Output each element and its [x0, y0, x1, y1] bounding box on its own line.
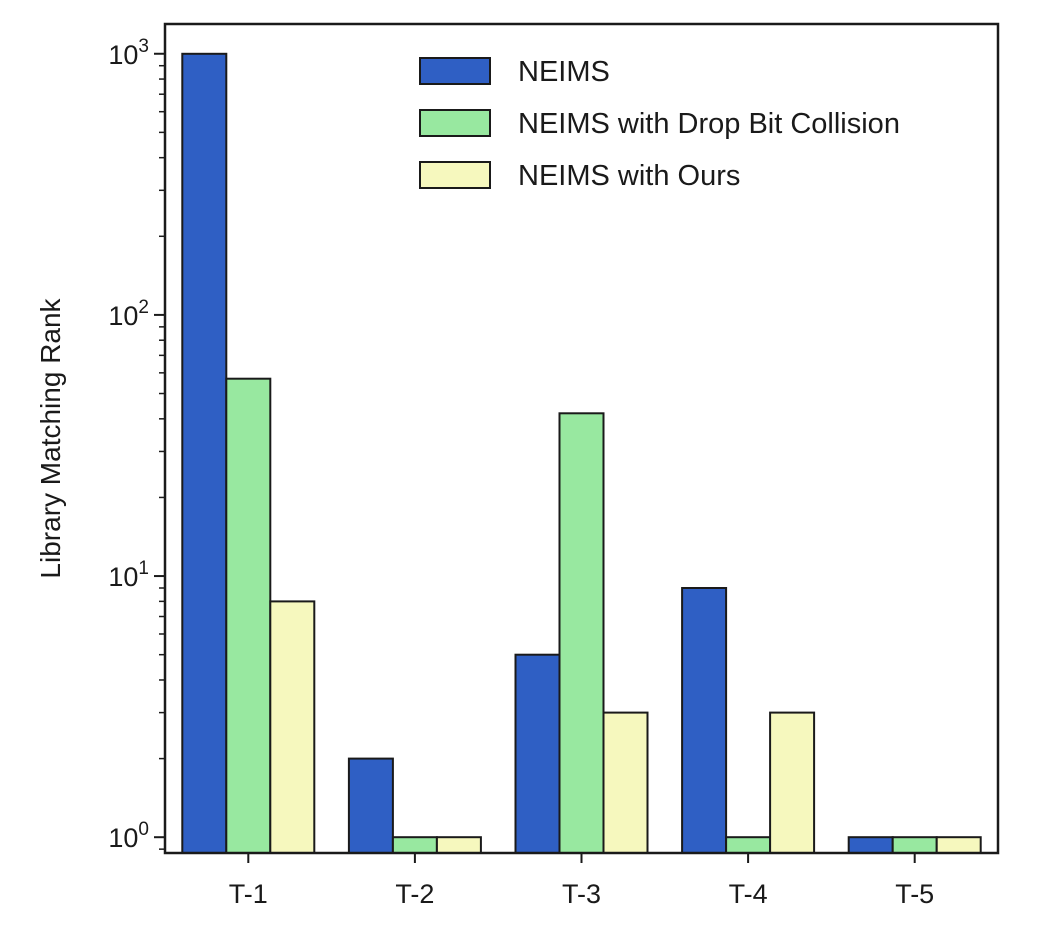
bar-t-3-series-2 [558, 412, 605, 854]
x-tick-label: T-1 [229, 879, 268, 909]
axes-layer: 100 101 102 103 T-1 T-2 T-3 T-4 T-5 [108, 22, 1000, 909]
bar-t-5-series-1 [847, 836, 894, 855]
x-tick-label: T-5 [895, 879, 934, 909]
bars-layer [181, 52, 982, 855]
legend-swatch [419, 161, 491, 189]
bar-t-1-series-1 [181, 52, 228, 855]
legend-swatch [419, 109, 491, 137]
bar-t-2-series-2 [391, 836, 438, 855]
y-tick-label: 102 [108, 297, 149, 331]
bar-t-3-series-3 [602, 711, 649, 854]
legend-label: NEIMS with Ours [518, 160, 740, 192]
x-tick-label: T-4 [729, 879, 768, 909]
bar-t-4-series-3 [769, 711, 816, 854]
legend-swatch [419, 57, 491, 85]
y-tick-label: 101 [108, 558, 149, 592]
y-axis-label: Library Matching Rank [35, 297, 66, 578]
bar-t-2-series-3 [435, 836, 482, 855]
bar-t-4-series-1 [681, 587, 728, 854]
x-tick-label: T-3 [562, 879, 601, 909]
bar-t-3-series-1 [514, 653, 561, 855]
bar-t-5-series-2 [891, 836, 938, 855]
bar-t-1-series-3 [269, 600, 316, 855]
x-tick-label: T-2 [395, 879, 434, 909]
bar-t-5-series-3 [935, 836, 982, 855]
bar-t-1-series-2 [225, 377, 272, 854]
y-tick-label: 100 [108, 819, 149, 853]
bar-t-2-series-1 [347, 757, 394, 854]
legend: NEIMS NEIMS with Drop Bit Collision NEIMS … [419, 56, 900, 192]
y-tick-label: 103 [108, 36, 149, 70]
legend-label: NEIMS [518, 56, 610, 88]
legend-label: NEIMS with Drop Bit Collision [518, 108, 900, 140]
bar-t-4-series-2 [725, 836, 772, 855]
